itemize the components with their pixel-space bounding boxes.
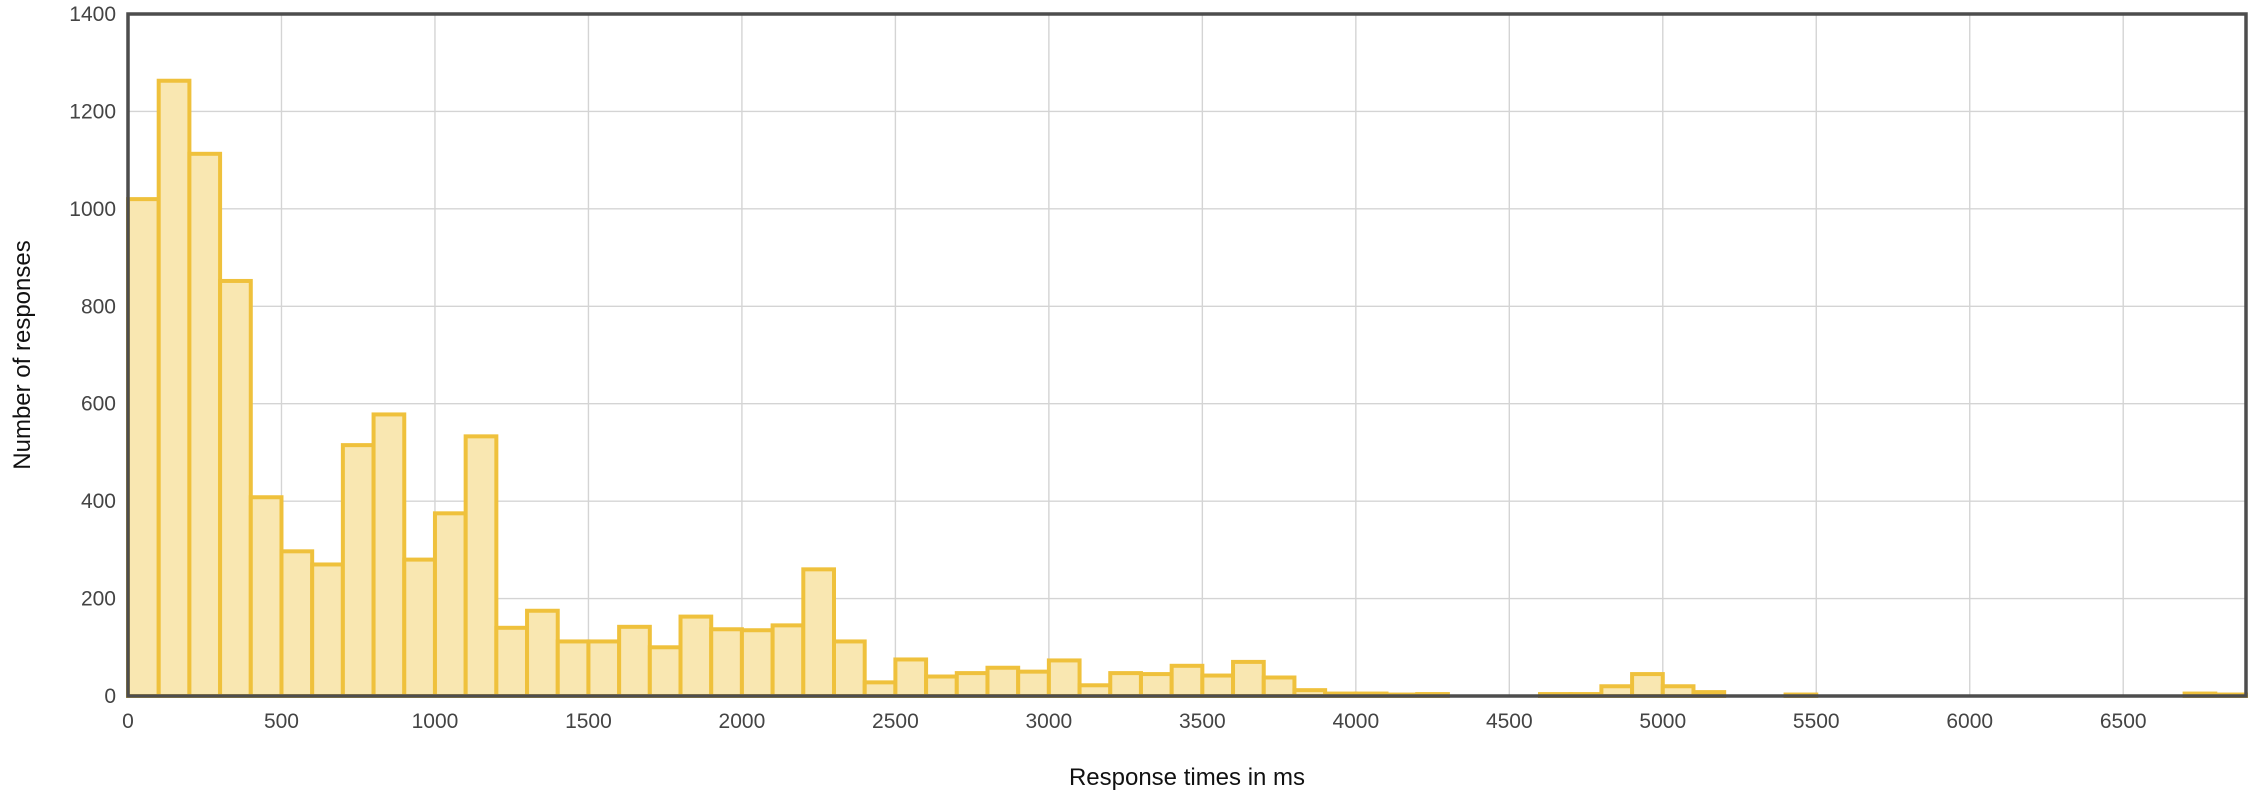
x-tick-label-5500: 5500 xyxy=(1793,710,1840,733)
bar-1100 xyxy=(463,434,499,698)
x-axis-tick-labels: 0 500 1000 1500 2000 2500 3000 3500 4000 4500 5000… xyxy=(122,710,2146,733)
bar-3000 xyxy=(1046,658,1082,699)
x-tick-label-4000: 4000 xyxy=(1332,710,1379,733)
y-tick-label-400: 400 xyxy=(81,490,116,513)
y-tick-label-1200: 1200 xyxy=(69,100,116,123)
x-tick-label-2000: 2000 xyxy=(719,710,766,733)
bar-200 xyxy=(187,151,223,698)
x-tick-label-4500: 4500 xyxy=(1486,710,1533,733)
bar-1900 xyxy=(709,627,744,698)
bar-2300 xyxy=(832,639,867,699)
y-axis-tick-labels: 0 200 400 600 800 1000 1200 1400 xyxy=(69,3,116,708)
bar-300 xyxy=(218,278,253,698)
bar-3200 xyxy=(1108,671,1143,699)
bar-1600 xyxy=(617,624,652,699)
bar-1500 xyxy=(586,639,622,699)
bar-3300 xyxy=(1138,672,1174,698)
plot-frame xyxy=(126,12,2248,698)
bar-1000 xyxy=(432,511,468,698)
bar-3600 xyxy=(1231,659,1266,699)
x-tick-label-6500: 6500 xyxy=(2100,710,2147,733)
bar-600 xyxy=(310,562,345,698)
bar-2900 xyxy=(1016,669,1051,699)
bar-400 xyxy=(248,495,284,699)
histogram-bars xyxy=(126,78,2249,699)
x-axis-title: Response times in ms xyxy=(1069,764,1305,791)
bar-2500 xyxy=(893,657,929,699)
bar-500 xyxy=(279,549,315,698)
bar-1700 xyxy=(647,645,683,698)
x-tick-label-5000: 5000 xyxy=(1639,710,1686,733)
bar-2800 xyxy=(985,665,1021,699)
bar-2400 xyxy=(862,680,898,698)
bar-1200 xyxy=(494,625,530,698)
bar-2100 xyxy=(770,623,806,698)
x-tick-label-3500: 3500 xyxy=(1179,710,1226,733)
bar-2700 xyxy=(954,671,990,699)
y-axis-title: Number of responses xyxy=(9,240,36,469)
y-tick-label-800: 800 xyxy=(81,295,116,318)
y-tick-label-200: 200 xyxy=(81,588,116,611)
bar-800 xyxy=(371,412,407,698)
bar-3500 xyxy=(1200,673,1236,698)
x-tick-label-2500: 2500 xyxy=(872,710,919,733)
bar-0 xyxy=(126,197,161,698)
x-tick-label-3000: 3000 xyxy=(1026,710,1073,733)
x-tick-label-1000: 1000 xyxy=(412,710,459,733)
x-tick-label-500: 500 xyxy=(264,710,299,733)
x-tick-label-6000: 6000 xyxy=(1946,710,1993,733)
y-tick-label-0: 0 xyxy=(104,685,116,708)
bar-700 xyxy=(340,443,376,698)
bar-2000 xyxy=(739,628,775,698)
bar-3700 xyxy=(1261,675,1297,699)
y-tick-label-1000: 1000 xyxy=(69,198,116,221)
vertical-gridlines xyxy=(127,14,2124,696)
x-tick-label-1500: 1500 xyxy=(565,710,612,733)
bar-900 xyxy=(402,557,437,698)
bar-100 xyxy=(156,78,192,698)
bar-3400 xyxy=(1169,663,1205,698)
bar-1400 xyxy=(555,639,591,699)
bar-4900 xyxy=(1630,672,1665,698)
x-tick-label-0: 0 xyxy=(122,710,134,733)
y-tick-label-1400: 1400 xyxy=(69,3,116,26)
y-tick-label-600: 600 xyxy=(81,393,116,416)
bar-2600 xyxy=(924,674,959,698)
bar-1800 xyxy=(678,614,714,698)
bar-2200 xyxy=(801,567,836,698)
bar-1300 xyxy=(525,608,560,698)
